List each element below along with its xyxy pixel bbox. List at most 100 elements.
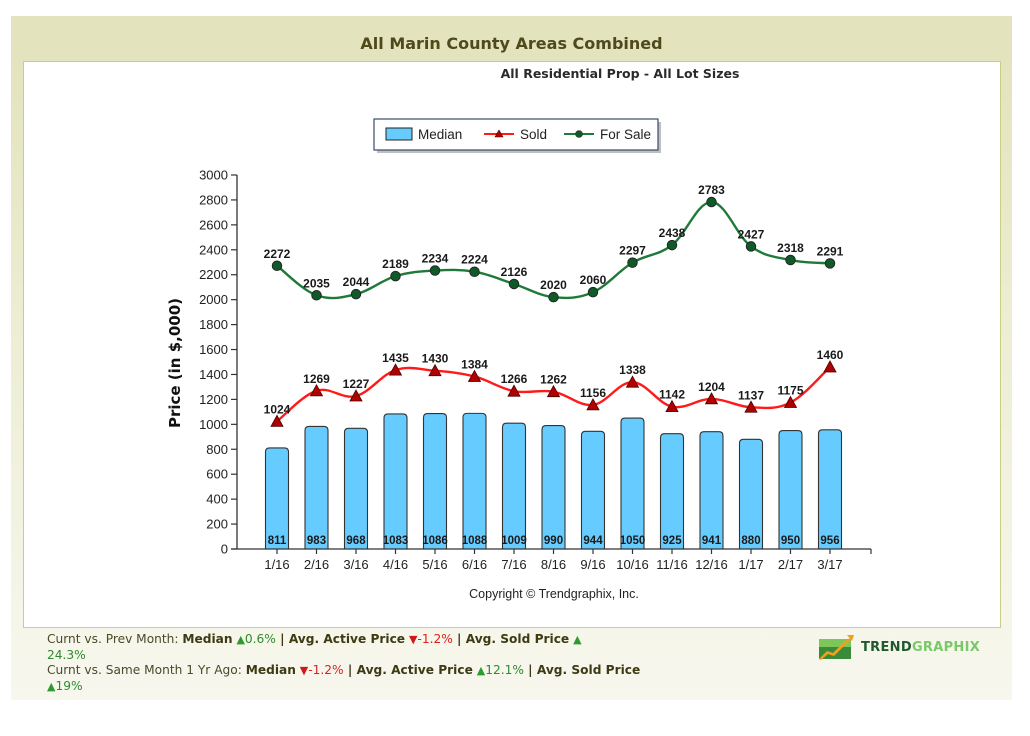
sold-point-label: 1204 bbox=[698, 380, 725, 394]
forsale-point-label: 2427 bbox=[738, 227, 765, 241]
median-bar-label: 968 bbox=[346, 535, 366, 547]
median-bar bbox=[501, 422, 527, 550]
stat-label: Avg. Sold Price bbox=[465, 632, 570, 646]
forsale-point-label: 2035 bbox=[303, 276, 330, 290]
x-tick-label: 8/16 bbox=[541, 557, 566, 572]
legend-forsale-label: For Sale bbox=[600, 127, 651, 142]
stat-value: 0.6% bbox=[244, 632, 276, 646]
x-tick-label: 3/17 bbox=[817, 557, 842, 572]
forsale-point-label: 2044 bbox=[343, 275, 370, 289]
legend-sold-marker bbox=[494, 129, 504, 138]
arrow-up-icon: ▲ bbox=[236, 633, 245, 646]
logo-wordmark: TRENDGRAPHIX bbox=[861, 640, 980, 655]
forsale-point-label: 2126 bbox=[501, 265, 528, 279]
sold-point-label: 1460 bbox=[817, 348, 844, 362]
median-bar-label: 941 bbox=[702, 535, 722, 547]
forsale-point bbox=[785, 254, 796, 266]
median-bar-label: 990 bbox=[544, 535, 563, 547]
page-title: All Marin County Areas Combined bbox=[360, 34, 663, 53]
sold-point bbox=[309, 383, 324, 397]
stats-line-year-ago: Curnt vs. Same Month 1 Yr Ago: Median ▼-… bbox=[47, 663, 667, 694]
median-bar bbox=[817, 429, 843, 550]
copyright-annotation: Copyright © Trendgraphix, Inc. bbox=[469, 587, 639, 601]
stat-value: 12.1% bbox=[485, 663, 524, 677]
median-bar-label: 880 bbox=[741, 535, 760, 547]
legend-forsale-marker bbox=[575, 130, 583, 138]
sold-point bbox=[467, 369, 482, 382]
median-bar bbox=[304, 425, 329, 550]
sold-point bbox=[349, 389, 363, 402]
sold-point-label: 1266 bbox=[501, 372, 528, 386]
forsale-point bbox=[587, 286, 599, 298]
median-bar bbox=[343, 427, 369, 550]
median-bar-label: 1086 bbox=[422, 535, 448, 547]
forsale-point bbox=[627, 257, 638, 268]
median-bar-label: 1009 bbox=[501, 535, 527, 547]
stat-value: -1.2% bbox=[417, 632, 453, 646]
stat-label: Avg. Active Price bbox=[288, 632, 406, 646]
y-tick-label: 1000 bbox=[199, 417, 228, 432]
forsale-point-label: 2438 bbox=[659, 226, 686, 240]
median-bar bbox=[383, 413, 408, 550]
y-tick-label: 2600 bbox=[199, 217, 228, 232]
forsale-point-label: 2291 bbox=[817, 244, 844, 258]
sold-point bbox=[507, 384, 521, 397]
arrow-up-icon: ▲ bbox=[573, 633, 582, 646]
median-bar-label: 983 bbox=[307, 535, 326, 547]
report-frame: All Marin County Areas Combined All Resi… bbox=[11, 16, 1012, 700]
sold-point-label: 1262 bbox=[540, 373, 567, 387]
chart-svg: All Residential Prop - All Lot Sizes Med… bbox=[166, 66, 872, 601]
x-tick-label: 11/16 bbox=[656, 557, 688, 572]
x-tick-label: 10/16 bbox=[616, 557, 649, 572]
sold-point bbox=[428, 363, 442, 377]
sold-point-label: 1384 bbox=[461, 357, 488, 371]
sold-point bbox=[586, 398, 600, 411]
median-bar-label: 1050 bbox=[620, 535, 646, 547]
sold-point bbox=[270, 414, 284, 427]
x-tick-label: 5/16 bbox=[422, 557, 447, 572]
median-bar-label: 956 bbox=[820, 535, 839, 547]
logo-text-trend: TREND bbox=[861, 640, 912, 655]
legend: Median Sold For Sale bbox=[373, 118, 661, 153]
y-tick-label: 1600 bbox=[199, 342, 228, 357]
forsale-point bbox=[429, 265, 441, 276]
sold-point bbox=[625, 375, 640, 388]
median-bar bbox=[778, 430, 803, 550]
median-bar-label: 925 bbox=[662, 535, 682, 547]
stats-summary: Curnt vs. Prev Month: Median ▲0.6% | Avg… bbox=[47, 632, 667, 694]
median-bar-label: 950 bbox=[781, 535, 800, 547]
y-tick-label: 800 bbox=[206, 442, 228, 457]
forsale-point-label: 2224 bbox=[461, 253, 488, 267]
stat-value: 24.3% bbox=[47, 647, 86, 662]
sold-point-label: 1156 bbox=[580, 386, 606, 400]
arrow-up-icon: ▲ bbox=[476, 664, 486, 677]
forsale-point bbox=[350, 288, 362, 300]
sold-point-label: 1338 bbox=[619, 363, 646, 377]
legend-sold-label: Sold bbox=[520, 127, 547, 142]
y-axis: 0 200 400 600 800 1000 1200 1400 1600 1800 2000 220… bbox=[199, 168, 238, 557]
x-tick-label: 1/16 bbox=[264, 557, 289, 572]
stat-value: -1.2% bbox=[308, 663, 344, 677]
median-bar bbox=[699, 431, 724, 550]
forsale-point-label: 2297 bbox=[619, 244, 646, 258]
stat-label: Avg. Active Price bbox=[356, 663, 473, 677]
stat-label: Median bbox=[182, 632, 233, 646]
x-tick-label: 12/16 bbox=[695, 557, 728, 572]
forsale-point bbox=[706, 196, 717, 208]
median-bar bbox=[264, 447, 290, 550]
forsale-point bbox=[824, 258, 836, 269]
stats-prefix: Curnt vs. Prev Month: bbox=[47, 632, 183, 646]
legend-box bbox=[373, 118, 659, 151]
x-tick-label: 3/16 bbox=[343, 557, 368, 572]
y-tick-label: 600 bbox=[206, 467, 228, 482]
y-tick-label: 200 bbox=[206, 517, 228, 532]
median-bar bbox=[580, 430, 606, 550]
x-tick-label: 4/16 bbox=[383, 557, 408, 572]
y-tick-label: 0 bbox=[221, 542, 228, 557]
arrow-up-icon: ▲ bbox=[47, 679, 56, 693]
sold-point-label: 1227 bbox=[343, 377, 370, 391]
sold-point bbox=[744, 400, 758, 413]
sold-point-label: 1175 bbox=[777, 384, 803, 398]
median-bar bbox=[659, 433, 685, 550]
y-tick-label: 2800 bbox=[199, 192, 228, 207]
